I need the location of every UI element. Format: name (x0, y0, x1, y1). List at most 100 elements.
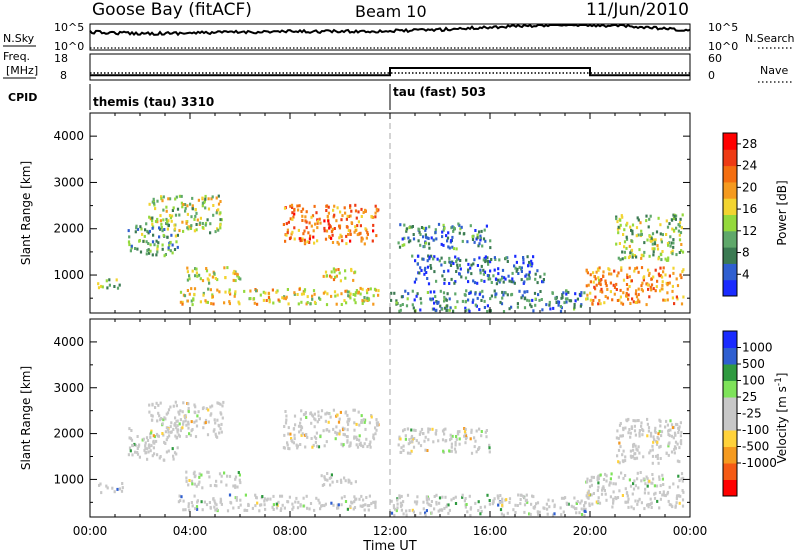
range-cell (375, 421, 378, 425)
range-cell (422, 235, 425, 239)
range-cell (153, 441, 156, 445)
range-cell (202, 293, 205, 297)
range-cell (655, 484, 659, 488)
range-cell (587, 283, 590, 287)
range-cell (480, 430, 483, 433)
range-cell (604, 472, 607, 476)
range-cell (532, 255, 535, 259)
range-cell (325, 209, 328, 212)
range-cell (626, 419, 629, 423)
range-cell (317, 445, 321, 449)
range-cell (151, 414, 154, 418)
range-cell (353, 500, 356, 504)
range-cell (477, 500, 480, 504)
range-cell (185, 435, 188, 438)
range-cell (681, 213, 684, 217)
range-cell (474, 229, 477, 232)
range-cell (335, 432, 338, 436)
range-cell (215, 507, 219, 511)
range-cell (673, 214, 676, 218)
range-cell (554, 296, 557, 300)
range-cell (363, 508, 366, 512)
range-cell (299, 443, 302, 446)
range-cell (418, 271, 421, 275)
range-cell (181, 205, 184, 209)
range-cell (605, 284, 608, 288)
range-cell (443, 295, 446, 299)
range-cell (464, 434, 468, 437)
range-cell (188, 432, 191, 436)
range-cell (205, 503, 209, 507)
range-cell (658, 418, 661, 422)
range-cell (271, 288, 274, 292)
range-cell (157, 241, 160, 245)
range-cell (531, 262, 534, 266)
range-cell (194, 435, 198, 439)
range-cell (349, 229, 352, 233)
range-cell (602, 478, 606, 481)
range-cell (674, 433, 677, 437)
range-cell (638, 429, 641, 432)
range-cell (654, 289, 657, 293)
range-cell (226, 509, 230, 513)
range-cell (182, 401, 185, 405)
range-cell (533, 505, 537, 509)
range-cell (332, 427, 335, 431)
range-cell (186, 212, 189, 216)
range-cell (305, 433, 308, 436)
range-cell (616, 274, 619, 278)
range-cell (619, 295, 622, 299)
range-cell (98, 483, 101, 487)
range-cell (353, 408, 356, 412)
range-cell (293, 292, 296, 296)
range-cell (292, 215, 295, 219)
range-cell (427, 282, 431, 286)
range-cell (206, 470, 209, 474)
range-cell (659, 289, 662, 293)
range-cell (579, 294, 582, 298)
range-cell (451, 434, 454, 438)
range-cell (621, 434, 624, 438)
range-cell (662, 493, 665, 497)
range-cell (234, 272, 237, 276)
range-cell (344, 500, 348, 503)
range-cell (291, 230, 294, 234)
range-cell (197, 482, 200, 486)
range-cell (155, 253, 158, 257)
range-cell (542, 506, 545, 510)
range-cell (175, 404, 178, 408)
range-cell (652, 238, 655, 242)
range-cell (463, 293, 466, 297)
range-cell (360, 215, 363, 218)
range-cell (658, 477, 661, 481)
range-cell (564, 496, 567, 500)
range-cell (415, 502, 418, 506)
range-cell (585, 297, 588, 301)
range-cell (628, 478, 631, 482)
range-cell (338, 224, 341, 228)
range-cell (645, 219, 648, 223)
range-cell (501, 290, 504, 294)
range-cell (450, 437, 453, 440)
range-cell (161, 432, 164, 435)
range-cell (529, 512, 532, 516)
range-cell (301, 219, 304, 222)
range-cell (303, 288, 307, 292)
range-cell (296, 506, 300, 510)
range-cell (157, 411, 160, 415)
range-cell (664, 425, 667, 429)
range-cell (210, 197, 213, 201)
range-cell (640, 253, 643, 257)
range-cell (639, 221, 642, 225)
range-cell (345, 217, 348, 221)
range-cell (185, 476, 188, 480)
range-cell (116, 286, 120, 290)
range-cell (280, 507, 283, 511)
range-cell (407, 240, 411, 244)
colorbar-swatch (723, 413, 737, 431)
range-cell (136, 452, 140, 456)
range-cell (354, 301, 357, 305)
range-cell (441, 307, 444, 311)
range-cell (129, 437, 132, 441)
range-cell (284, 297, 287, 301)
